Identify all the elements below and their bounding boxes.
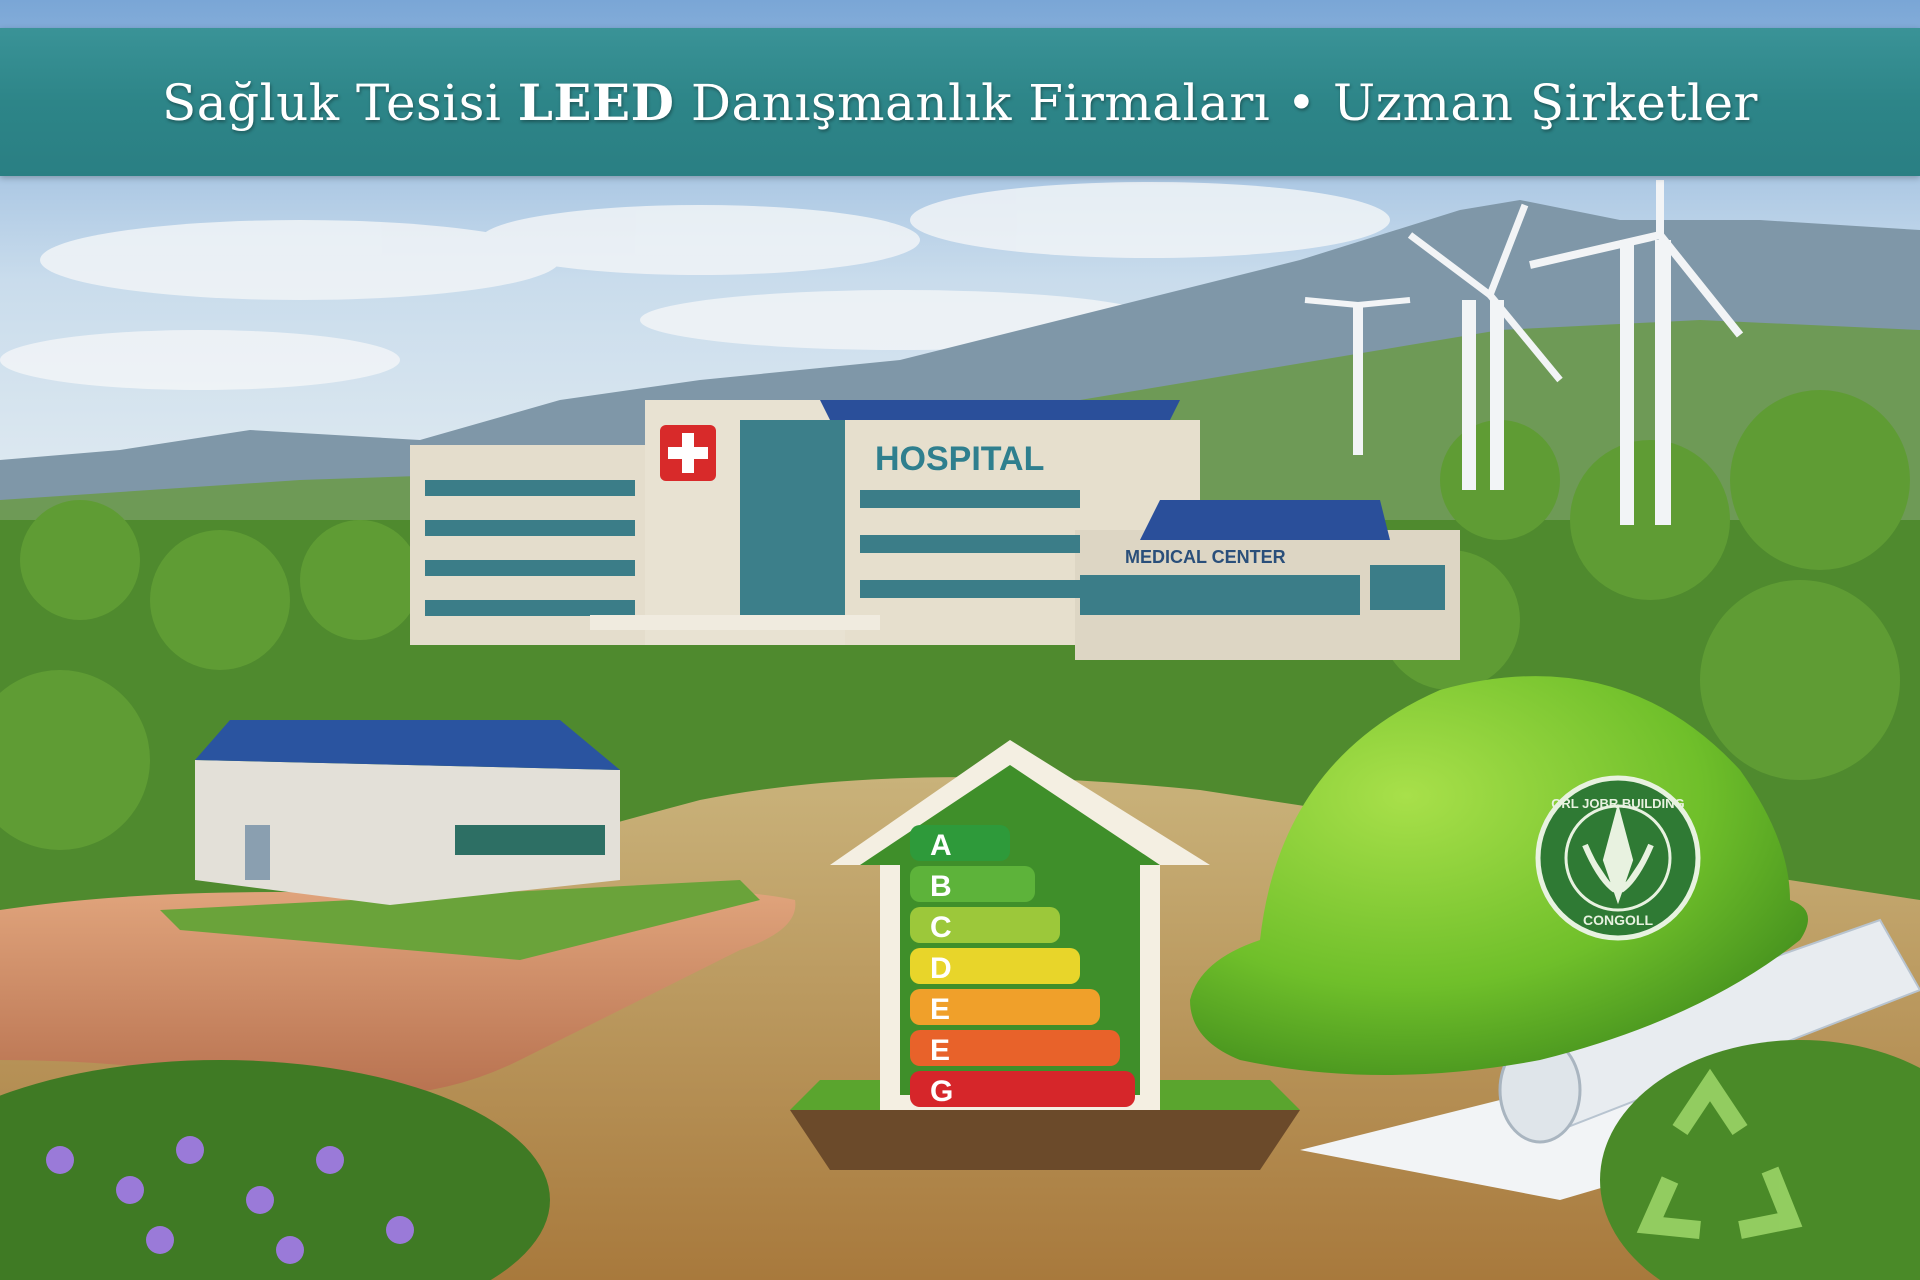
energy-bar-a (910, 825, 1010, 861)
helmet-badge-top: GRL JOBR BUILDING (1551, 796, 1684, 811)
title-bold-leed: LEED (517, 72, 675, 132)
energy-letter: E (930, 1034, 950, 1067)
red-cross-icon (660, 425, 716, 481)
title-part-2: Danışmanlık Firmaları • Uzman Şirketler (690, 73, 1758, 132)
hospital-building: HOSPITAL MEDICAL CENTER (410, 400, 1460, 660)
solar-panel-icon (820, 400, 1180, 420)
blueprint-rolls (1300, 918, 1920, 1200)
title-banner: Sağluk Tesisi LEED Danışmanlık Firmaları… (0, 28, 1920, 176)
helmet-badge-bottom: CONGOLL (1583, 912, 1653, 928)
energy-letter: G (930, 1075, 953, 1108)
energy-bar-d (910, 948, 1080, 984)
energy-label-house: A B C D E E G (790, 740, 1300, 1170)
wind-turbine-icon (1304, 180, 1744, 525)
energy-bar-c (910, 907, 1060, 943)
solar-panel-icon (195, 720, 620, 770)
hospital-sign: HOSPITAL (875, 440, 1044, 478)
page-title: Sağluk Tesisi LEED Danışmanlık Firmaları… (162, 73, 1758, 132)
energy-bar-e2 (910, 1030, 1120, 1066)
medical-center-sign: MEDICAL CENTER (1125, 547, 1286, 567)
energy-bar-e (910, 989, 1100, 1025)
tree-canopy (0, 390, 1910, 850)
energy-rating-bars (910, 825, 1135, 1107)
energy-letter: C (930, 911, 952, 944)
energy-letter: B (930, 870, 952, 903)
energy-letter: A (930, 829, 952, 862)
energy-letter: D (930, 952, 952, 985)
energy-letter: E (930, 993, 950, 1026)
hand-holding-building (0, 720, 796, 1096)
recycle-icon (1636, 1068, 1803, 1239)
hard-hat: GRL JOBR BUILDING CONGOLL (1190, 676, 1808, 1075)
energy-bar-g (910, 1071, 1135, 1107)
title-part-1: Sağluk Tesisi (162, 73, 502, 132)
energy-bar-b (910, 866, 1035, 902)
